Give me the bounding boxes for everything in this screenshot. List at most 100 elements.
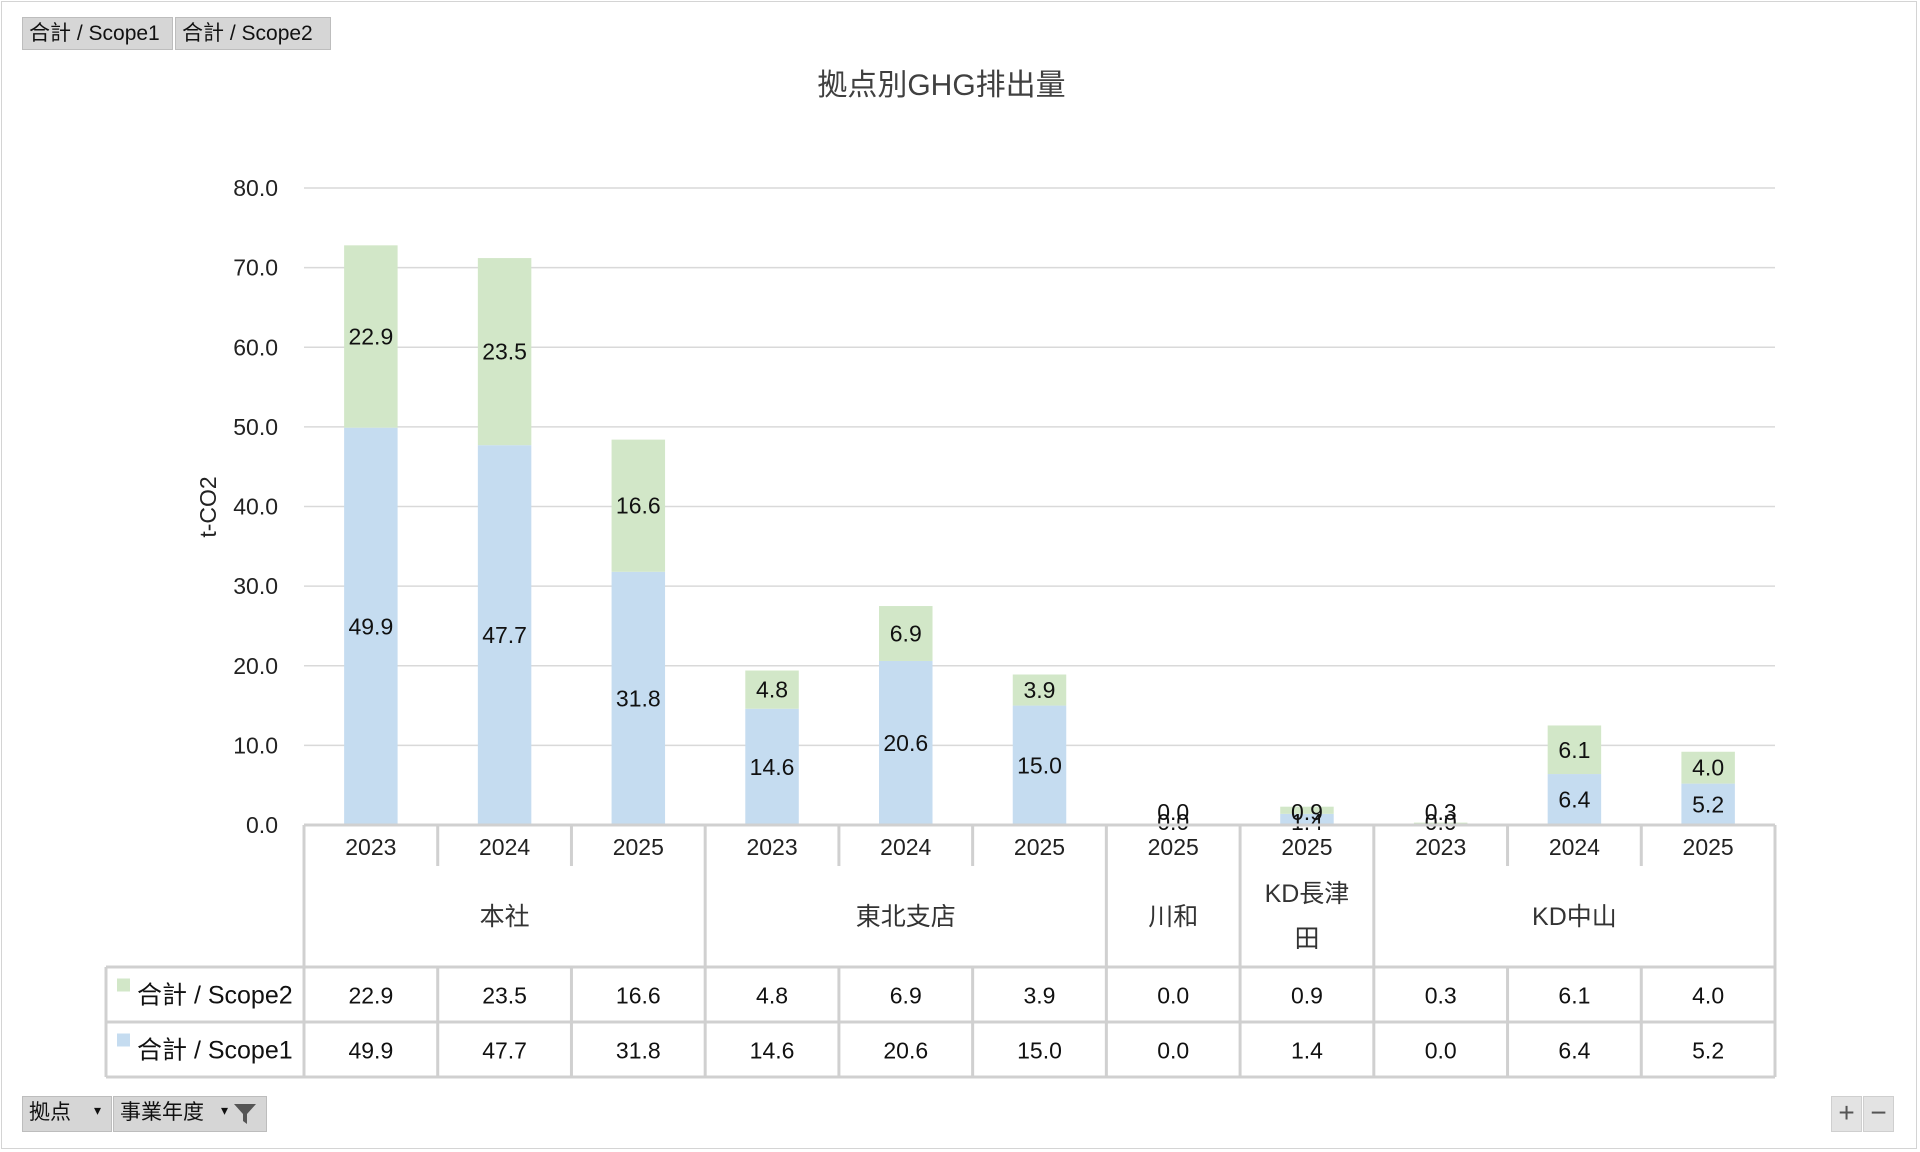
data-label-scope1: 31.8 [616, 685, 661, 711]
data-label-scope1: 47.7 [482, 622, 527, 648]
data-label-scope1: 49.9 [348, 613, 393, 639]
data-label-scope1: 1.4 [1291, 809, 1323, 835]
table-cell-scope1: 14.6 [750, 1038, 795, 1064]
expand-button[interactable]: + [1831, 1096, 1862, 1132]
legend-label-scope1: 合計 / Scope1 [137, 1037, 293, 1065]
data-label-scope2: 23.5 [482, 339, 527, 365]
y-tick-label: 30.0 [233, 573, 278, 599]
y-tick-label: 70.0 [233, 255, 278, 281]
bar-scope2 [344, 245, 398, 428]
field-button-fiscal-year-label: 事業年度 [120, 1101, 204, 1124]
x-category-label: KD長津 [1265, 880, 1350, 908]
chart-title: 拠点別GHG排出量 [817, 69, 1066, 102]
x-tick-year: 2025 [1281, 834, 1332, 860]
bar-scope1 [1681, 783, 1735, 825]
x-category-label: 本社 [480, 903, 530, 931]
table-cell-scope1: 0.0 [1157, 1038, 1189, 1064]
bar-scope1 [477, 445, 532, 825]
table-cell-scope2: 4.0 [1692, 983, 1724, 1009]
table-cell-scope1: 0.0 [1425, 1038, 1457, 1064]
y-axis-title: t-CO2 [195, 476, 221, 537]
x-category-label: 東北支店 [856, 903, 956, 931]
data-label-scope2: 0.9 [1291, 799, 1323, 825]
bar-scope1 [879, 660, 933, 825]
x-tick-year: 2025 [1014, 834, 1065, 860]
data-label-scope1: 15.0 [1017, 752, 1062, 778]
table-cell-scope2: 23.5 [482, 983, 527, 1009]
x-tick-year: 2023 [746, 834, 797, 860]
data-label-scope1: 0.0 [1157, 809, 1189, 835]
bar-scope2 [1681, 751, 1735, 784]
bar-scope1 [1012, 705, 1067, 825]
bar-scope1 [745, 708, 799, 825]
data-label-scope2: 0.0 [1157, 799, 1189, 825]
data-label-scope2: 0.3 [1425, 799, 1457, 825]
table-cell-scope2: 16.6 [616, 983, 661, 1009]
field-button-location[interactable]: 拠点 ▾ [22, 1096, 112, 1132]
table-cell-scope1: 49.9 [348, 1038, 393, 1064]
field-button-fiscal-year[interactable]: 事業年度 ▾ [113, 1096, 267, 1132]
y-tick-label: 40.0 [233, 494, 278, 520]
x-category-label-cont: 田 [1294, 925, 1319, 953]
funnel-icon[interactable] [232, 1101, 258, 1127]
table-cell-scope1: 1.4 [1291, 1038, 1323, 1064]
x-tick-year: 2024 [880, 834, 931, 860]
data-label-scope2: 3.9 [1024, 677, 1056, 703]
field-button-scope1[interactable]: 合計 / Scope1 [22, 17, 173, 50]
bar-scope1 [611, 571, 666, 825]
data-label-scope2: 4.0 [1692, 755, 1724, 781]
data-label-scope1: 14.6 [750, 754, 795, 780]
table-cell-scope2: 6.9 [890, 983, 922, 1009]
table-cell-scope2: 22.9 [348, 983, 393, 1009]
x-tick-year: 2024 [479, 834, 530, 860]
x-tick-year: 2023 [1415, 834, 1466, 860]
table-cell-scope1: 47.7 [482, 1038, 527, 1064]
table-cell-scope1: 6.4 [1558, 1038, 1590, 1064]
bar-scope2 [879, 606, 933, 661]
y-tick-label: 20.0 [233, 653, 278, 679]
bar-scope2 [611, 439, 666, 572]
y-tick-label: 80.0 [233, 175, 278, 201]
legend-key-scope1 [117, 1033, 130, 1047]
bar-scope1 [1547, 774, 1602, 825]
field-button-scope2[interactable]: 合計 / Scope2 [175, 17, 331, 50]
y-tick-label: 50.0 [233, 414, 278, 440]
x-tick-year: 2025 [1148, 834, 1199, 860]
x-category-label: 川和 [1148, 903, 1198, 931]
table-cell-scope2: 4.8 [756, 983, 788, 1009]
data-label-scope2: 6.9 [890, 621, 922, 647]
collapse-button[interactable]: − [1863, 1096, 1894, 1132]
bar-scope2 [1547, 725, 1602, 775]
x-tick-year: 2025 [1683, 834, 1734, 860]
x-tick-year: 2025 [613, 834, 664, 860]
bar-scope2 [1012, 674, 1067, 706]
dropdown-arrow-icon: ▾ [93, 1102, 101, 1118]
data-label-scope2: 22.9 [348, 324, 393, 350]
data-label-scope1: 5.2 [1692, 791, 1724, 817]
table-cell-scope2: 0.9 [1291, 983, 1323, 1009]
legend-label-scope2: 合計 / Scope2 [137, 982, 293, 1010]
table-cell-scope1: 5.2 [1692, 1038, 1724, 1064]
bar-scope2 [1280, 806, 1334, 814]
bar-scope2 [745, 670, 799, 709]
x-tick-year: 2024 [1549, 834, 1600, 860]
x-tick-year: 2023 [345, 834, 396, 860]
table-cell-scope1: 20.6 [883, 1038, 928, 1064]
bar-scope1 [1280, 813, 1334, 825]
data-label-scope2: 16.6 [616, 493, 661, 519]
field-button-location-label: 拠点 [29, 1101, 71, 1124]
table-cell-scope1: 31.8 [616, 1038, 661, 1064]
y-tick-label: 60.0 [233, 334, 278, 360]
bar-scope2 [477, 258, 532, 446]
data-label-scope1: 6.4 [1558, 787, 1590, 813]
table-cell-scope2: 3.9 [1024, 983, 1056, 1009]
data-label-scope1: 0.0 [1425, 809, 1457, 835]
dropdown-arrow-icon: ▾ [220, 1102, 228, 1118]
table-cell-scope2: 6.1 [1558, 983, 1590, 1009]
y-tick-label: 0.0 [246, 812, 278, 838]
legend-key-scope2 [117, 978, 130, 992]
table-cell-scope1: 15.0 [1017, 1038, 1062, 1064]
table-cell-scope2: 0.0 [1157, 983, 1189, 1009]
